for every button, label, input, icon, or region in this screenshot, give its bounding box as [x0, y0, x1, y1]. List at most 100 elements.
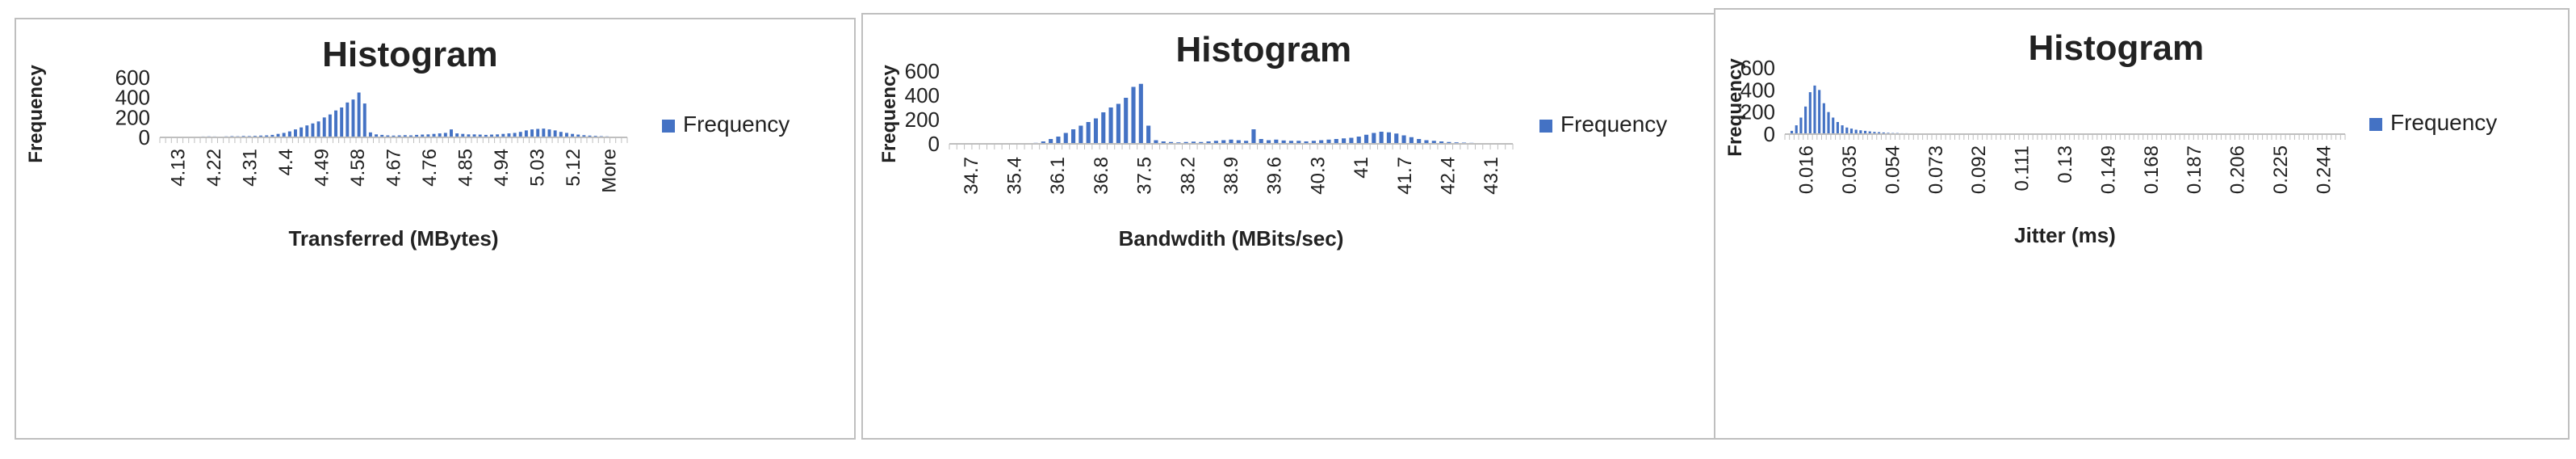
chart-title: Histogram: [322, 35, 498, 74]
histogram-bar: [455, 133, 459, 137]
histogram-bar: [1183, 141, 1188, 144]
histogram-bar: [1841, 125, 1844, 134]
histogram-bar: [340, 107, 344, 137]
legend-swatch: [1539, 120, 1552, 133]
histogram-bar: [490, 134, 493, 137]
histogram-bar: [1213, 141, 1218, 144]
histogram-bar: [1882, 132, 1885, 134]
histogram-bar: [1071, 129, 1076, 144]
histogram-bar: [1079, 125, 1083, 144]
x-tick-label: 4.58: [347, 149, 369, 187]
histogram-bar: [1236, 140, 1241, 144]
histogram-bar: [1799, 117, 1803, 134]
histogram-bar: [1394, 133, 1399, 144]
x-tick-label: 4.85: [455, 149, 477, 187]
x-tick-label: 0.149: [2097, 145, 2119, 194]
histogram-bar: [1063, 133, 1068, 144]
x-tick-label: 43.1: [1481, 157, 1502, 195]
legend-swatch: [662, 120, 675, 133]
histogram-bar: [1849, 128, 1853, 134]
histogram-bar: [530, 129, 534, 137]
histogram-bar: [316, 121, 320, 137]
histogram-bar: [1161, 141, 1166, 144]
y-tick-label: 200: [1740, 100, 1775, 124]
histogram-bar: [443, 133, 447, 137]
histogram-bar: [265, 135, 269, 137]
y-tick-label: 200: [115, 105, 150, 129]
histogram-bar: [461, 133, 465, 137]
y-tick-label: 600: [115, 65, 150, 90]
y-tick-label: 0: [928, 132, 940, 156]
histogram-bar: [1108, 107, 1113, 144]
x-tick-label: 41.7: [1394, 157, 1416, 195]
histogram-bar: [1191, 141, 1196, 144]
histogram-bar: [1281, 140, 1286, 144]
histogram-bar: [1138, 83, 1143, 144]
histogram-bar: [322, 117, 326, 137]
x-axis-label: Bandwdith (MBits/sec): [1119, 226, 1344, 251]
histogram-bar: [403, 135, 407, 137]
x-tick-label: 4.49: [311, 149, 333, 187]
histogram-bar: [1868, 131, 1871, 134]
histogram-bar: [1417, 139, 1422, 144]
histogram-bar: [1199, 141, 1204, 144]
x-tick-label: 40.3: [1307, 157, 1329, 195]
x-tick-label: 0.13: [2055, 145, 2076, 183]
histogram-bar: [1424, 140, 1429, 144]
histogram-bar: [1101, 112, 1106, 144]
histogram-bar: [397, 135, 401, 137]
histogram-bar: [1251, 129, 1256, 144]
histogram-bar: [501, 133, 505, 137]
histogram-bar: [478, 134, 482, 137]
histogram-bar: [1086, 122, 1091, 144]
histogram-bar: [1266, 140, 1271, 144]
chart-title: Histogram: [1176, 30, 1352, 69]
histogram-bar: [1342, 138, 1347, 144]
x-tick-label: 34.7: [961, 157, 982, 195]
histogram-bar: [1319, 140, 1324, 144]
legend-label: Frequency: [1560, 112, 1667, 137]
histogram-bar: [1363, 134, 1369, 144]
histogram-bar: [1813, 85, 1816, 134]
histogram-bar: [1386, 132, 1391, 144]
x-tick-label: 38.9: [1221, 157, 1242, 195]
histogram-bar: [426, 134, 430, 137]
x-tick-label: More: [599, 149, 621, 193]
histogram-bar: [559, 132, 563, 137]
histogram-bar: [1244, 141, 1249, 144]
histogram-bar: [1822, 103, 1825, 134]
histogram-bar: [1146, 125, 1151, 144]
x-tick-label: 0.111: [2012, 145, 2034, 192]
x-tick-label: 4.22: [203, 149, 225, 187]
histogram-bar: [1116, 103, 1120, 144]
histogram-bar: [1431, 141, 1436, 144]
y-tick-label: 400: [1740, 78, 1775, 102]
x-tick-label: 5.12: [563, 149, 584, 187]
histogram-bar: [1372, 133, 1376, 144]
histogram-bar: [1804, 106, 1807, 134]
y-tick-label: 400: [115, 86, 150, 110]
x-tick-label: 37.5: [1134, 157, 1156, 195]
y-tick-label: 600: [905, 59, 940, 83]
x-tick-label: 0.187: [2184, 145, 2205, 194]
chart-title: Histogram: [2029, 28, 2205, 68]
x-tick-label: 36.8: [1091, 157, 1112, 195]
histogram-bar: [542, 128, 546, 137]
histogram-bar: [282, 133, 286, 137]
histogram-bar: [380, 134, 384, 137]
x-tick-label: 0.225: [2270, 145, 2292, 194]
histogram-bar: [1845, 127, 1849, 134]
x-tick-label: 0.168: [2141, 145, 2163, 194]
x-tick-label: 0.092: [1968, 145, 1990, 194]
histogram-bar: [305, 125, 309, 137]
histogram-bar: [311, 123, 315, 137]
histogram-bar: [467, 134, 471, 137]
histogram-bar: [294, 129, 297, 137]
histogram-bar: [1311, 141, 1316, 144]
histogram-bar: [1041, 141, 1045, 144]
histogram-bar: [351, 99, 355, 137]
histogram-bar: [524, 130, 528, 137]
y-tick-label: 0: [1764, 122, 1775, 146]
